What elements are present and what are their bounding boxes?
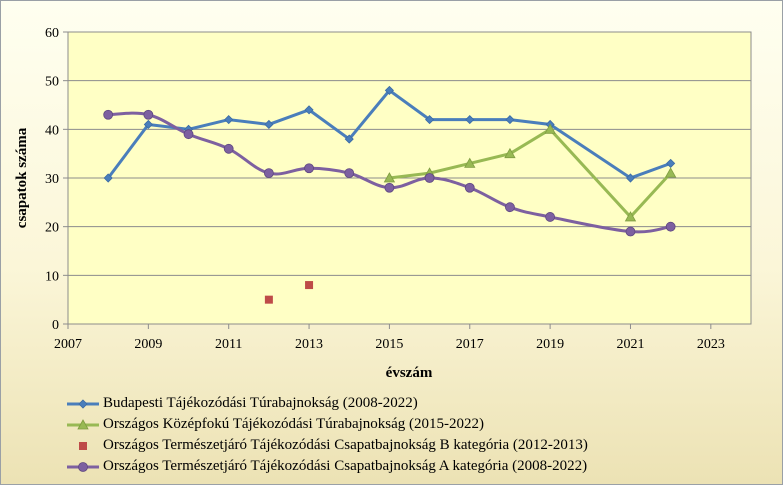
data-point [304,105,314,115]
x-tick-label: 2015 [375,337,403,352]
x-tick-label: 2023 [697,337,725,352]
data-point [664,167,677,178]
data-point [464,157,476,168]
data-point [78,398,88,409]
legend-item: Országos Középfokú Tájékozódási Túrabajn… [65,414,588,435]
series-3 [264,281,314,304]
data-point [143,109,154,120]
data-point [77,418,89,429]
y-tick-label: 50 [45,75,59,90]
data-point [625,173,636,183]
legend-label: Országos Természetjáró Tájékozódási Csap… [103,458,588,474]
data-point [384,85,394,95]
y-tick-label: 40 [45,123,59,138]
data-point [263,168,274,179]
x-axis-title: évszám [386,365,433,381]
data-point [383,172,396,183]
data-point [544,123,556,134]
data-point [79,441,87,450]
legend: Budapesti Tájékozódási Túrabajnokság (20… [65,393,588,477]
y-tick-label: 10 [45,269,59,284]
y-axis-title: csapatok száma [14,127,30,228]
series-1 [103,85,676,183]
legend-item: Országos Természetjáró Tájékozódási Csap… [65,456,588,477]
legend-item: Országos Természetjáró Tájékozódási Csap… [65,435,588,456]
legend-label: Országos Középfokú Tájékozódási Túrabajn… [103,416,485,432]
legend-key [67,418,99,429]
legend-key [79,441,87,450]
series-4 [103,109,676,237]
data-point [224,115,234,125]
data-point [344,134,354,144]
data-point [264,295,273,304]
y-tick-label: 30 [45,172,59,187]
data-point [384,182,395,193]
data-point [425,115,435,125]
data-point [504,147,516,159]
data-point [304,163,314,174]
data-point [624,211,637,222]
data-point [625,226,636,237]
legend-label: Országos Természetjáró Tájékozódási Csap… [103,437,588,453]
x-tick-label: 2017 [456,337,484,352]
y-tick-label: 0 [52,318,59,333]
data-point [223,143,234,154]
x-tick-label: 2021 [616,337,644,352]
data-point [505,202,515,213]
y-tick-label: 60 [45,26,59,41]
data-point [78,461,88,472]
x-tick-label: 2007 [54,337,82,352]
data-point [103,173,113,183]
x-tick-label: 2013 [295,337,323,352]
legend-key [67,398,99,409]
data-point [183,129,194,140]
legend-item: Budapesti Tájékozódási Túrabajnokság (20… [65,393,588,414]
data-point [465,115,475,125]
data-point [344,168,355,179]
data-point [143,119,153,130]
series-line [106,88,672,180]
data-point [464,182,475,193]
data-point [264,119,274,130]
x-tick-label: 2009 [134,337,162,352]
legend-key [67,461,99,472]
y-tick-label: 20 [45,221,59,236]
data-point [545,212,556,222]
x-tick-label: 2011 [215,337,242,352]
x-tick-label: 2019 [536,337,564,352]
data-point [305,281,314,290]
legend-label: Budapesti Tájékozódási Túrabajnokság (20… [103,395,418,411]
data-point [424,173,435,183]
data-point [665,221,676,232]
chart-svg: 2007 2009 2011 2013 2015 2017 2019 2021 2023 0 10… [14,26,752,381]
data-point [505,115,515,125]
data-point [103,109,114,120]
